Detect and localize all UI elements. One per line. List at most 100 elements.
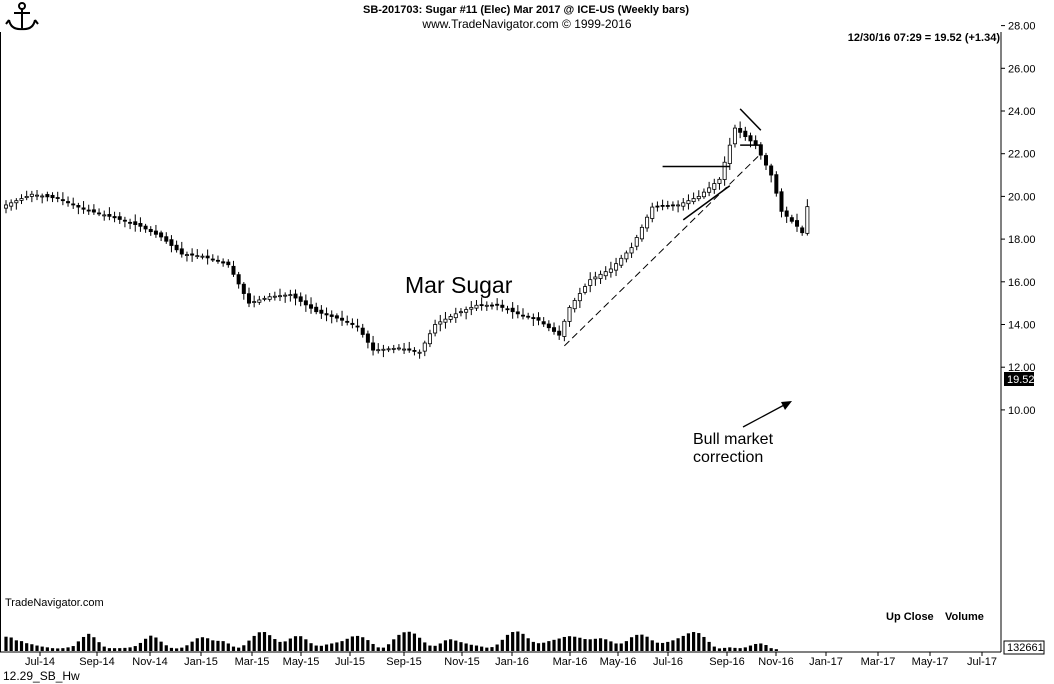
volume-bar <box>133 646 137 651</box>
candle-body <box>732 127 737 145</box>
candle-body <box>763 155 768 166</box>
volume-bar <box>262 632 267 651</box>
volume-bar <box>629 637 634 651</box>
candle-body <box>174 244 179 251</box>
candle-body <box>691 198 696 203</box>
candle-body <box>221 261 226 264</box>
candle-body <box>371 342 376 351</box>
last-price-label: 19.52 <box>1007 374 1035 386</box>
volume-bars <box>4 631 778 651</box>
candle-body <box>179 248 184 255</box>
volume-bar <box>190 641 194 651</box>
volume-bar <box>273 639 277 651</box>
candle-body <box>567 307 572 322</box>
candle-body <box>484 304 489 307</box>
y-tick-label: 28.00 <box>1008 21 1036 33</box>
volume-bar <box>774 649 778 651</box>
candle-body <box>412 350 417 352</box>
candle-body <box>29 193 34 197</box>
candle-body <box>76 205 81 208</box>
candle-body <box>577 293 582 302</box>
candle-body <box>572 300 577 310</box>
volume-bar <box>531 641 535 651</box>
candle-body <box>469 307 474 310</box>
x-tick-label: Jan-16 <box>495 656 529 668</box>
x-tick-label: Nov-15 <box>444 656 479 668</box>
candle-body <box>24 195 29 199</box>
volume-bar <box>733 647 737 651</box>
volume-bar <box>154 637 158 651</box>
candle-body <box>443 318 448 323</box>
candle-body <box>14 200 19 204</box>
volume-bar <box>278 641 282 651</box>
candle-body <box>489 304 494 307</box>
volume-bar <box>593 638 597 651</box>
volume-bar <box>433 645 437 651</box>
candle-body <box>102 214 107 217</box>
volume-bar <box>454 640 458 651</box>
candle-body <box>376 349 381 352</box>
volume-bar <box>717 648 722 651</box>
x-tick-label: Sep-15 <box>386 656 421 668</box>
x-tick-label: Mar-15 <box>235 656 270 668</box>
volume-bar <box>386 644 391 651</box>
volume-bar <box>743 647 747 651</box>
volume-bar <box>149 635 153 651</box>
candle-body <box>789 217 794 222</box>
volume-bar <box>40 646 44 651</box>
volume-bar <box>216 640 220 651</box>
candle-body <box>381 348 386 351</box>
callout-text-line2: correction <box>693 449 763 466</box>
volume-bar <box>288 638 292 651</box>
candle-body <box>153 230 158 235</box>
volume-bar <box>159 641 163 651</box>
volume-bar <box>748 645 753 651</box>
x-axis-ticks: Jul-14 Sep-14 Nov-14 Jan-15 Mar-15 May-15 Jul-… <box>25 652 997 668</box>
volume-bar <box>650 640 654 651</box>
x-tick-label: Nov-14 <box>132 656 167 668</box>
volume-bar <box>723 647 727 651</box>
y-tick-label: 16.00 <box>1008 277 1036 289</box>
volume-bar <box>231 646 236 651</box>
candle-body <box>55 197 60 199</box>
candle-body <box>650 206 655 219</box>
y-tick-label: 20.00 <box>1008 191 1036 203</box>
x-tick-label: May-15 <box>283 656 320 668</box>
candle-body <box>117 216 122 220</box>
volume-bar <box>635 634 639 651</box>
candle-body <box>298 296 303 302</box>
volume-bar <box>268 635 272 651</box>
volume-bar <box>169 647 174 651</box>
candle-body <box>334 315 339 319</box>
volume-bar <box>443 640 448 651</box>
candle-body <box>448 316 453 320</box>
volume-bar <box>50 648 55 651</box>
candle-body <box>324 313 329 316</box>
volume-bar <box>112 648 117 651</box>
candle-body <box>71 203 76 206</box>
x-tick-label: Jul-16 <box>653 656 683 668</box>
candle-body <box>391 348 396 350</box>
volume-bar <box>598 638 603 651</box>
volume-bar <box>355 635 360 651</box>
volume-bar <box>314 645 318 651</box>
volume-bar <box>45 647 49 651</box>
volume-bar <box>557 638 561 651</box>
volume-bar <box>702 636 706 651</box>
candle-body <box>598 273 603 279</box>
callout-arrow <box>742 401 792 428</box>
candle-body <box>86 209 91 212</box>
volume-bar <box>107 648 111 651</box>
volume-bar <box>381 647 386 651</box>
volume-bar <box>459 642 463 651</box>
candle-body <box>562 320 567 337</box>
candle-body <box>552 327 557 332</box>
x-tick-label: Mar-16 <box>553 656 588 668</box>
candle-body <box>738 128 743 133</box>
candle-body <box>774 174 779 194</box>
volume-bar <box>583 639 587 651</box>
volume-bar <box>366 640 370 651</box>
candle-body <box>60 199 65 202</box>
candle-body <box>314 306 319 313</box>
candle-body <box>479 304 484 307</box>
